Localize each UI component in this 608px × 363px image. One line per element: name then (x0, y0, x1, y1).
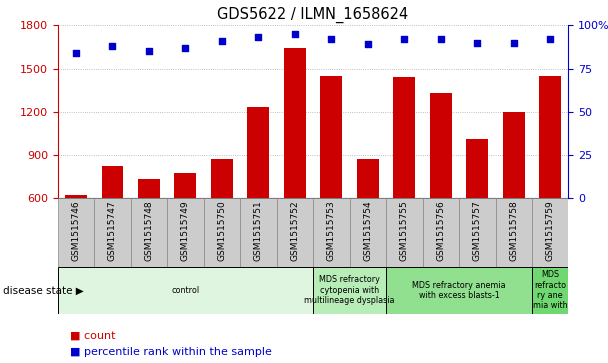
Bar (496, 198, 532, 267)
Bar (539, 76, 561, 198)
Bar (386, 198, 423, 267)
Point (108, 43, 117, 49)
Text: GSM1515749: GSM1515749 (181, 200, 190, 261)
Bar (138, 179, 160, 198)
Bar (386, 267, 532, 314)
Bar (204, 198, 240, 267)
Bar (393, 77, 415, 198)
Bar (240, 198, 277, 267)
Point (399, 36, 409, 42)
Bar (102, 166, 123, 198)
Text: disease state ▶: disease state ▶ (3, 285, 84, 295)
Bar (466, 139, 488, 198)
Bar (503, 111, 525, 198)
Point (472, 40, 482, 45)
Bar (532, 267, 568, 314)
Point (217, 38, 227, 44)
Bar (459, 198, 496, 267)
Bar (58, 198, 94, 267)
Point (363, 41, 373, 47)
Text: ■ percentile rank within the sample: ■ percentile rank within the sample (70, 347, 272, 357)
Bar (58, 267, 313, 314)
Bar (174, 174, 196, 198)
Text: GSM1515750: GSM1515750 (218, 200, 226, 261)
Point (144, 48, 154, 54)
Bar (532, 198, 568, 267)
Bar (211, 159, 233, 198)
Text: GSM1515754: GSM1515754 (364, 200, 372, 261)
Bar (313, 198, 350, 267)
Bar (284, 48, 306, 198)
Bar (167, 198, 204, 267)
Text: GSM1515753: GSM1515753 (327, 200, 336, 261)
Point (290, 31, 300, 37)
Text: GSM1515758: GSM1515758 (510, 200, 518, 261)
Bar (423, 198, 459, 267)
Text: MDS refractory
cytopenia with
multilineage dysplasia: MDS refractory cytopenia with multilinea… (305, 276, 395, 305)
Bar (277, 198, 313, 267)
Point (254, 34, 263, 40)
Text: GSM1515747: GSM1515747 (108, 200, 117, 261)
Title: GDS5622 / ILMN_1658624: GDS5622 / ILMN_1658624 (218, 7, 409, 23)
Text: GSM1515748: GSM1515748 (145, 200, 153, 261)
Text: control: control (171, 286, 199, 295)
Point (71, 50, 81, 56)
Text: GSM1515755: GSM1515755 (400, 200, 409, 261)
Bar (131, 198, 167, 267)
Text: GSM1515759: GSM1515759 (546, 200, 554, 261)
Bar (313, 267, 386, 314)
Text: GSM1515756: GSM1515756 (437, 200, 445, 261)
Point (436, 36, 446, 42)
Bar (320, 76, 342, 198)
Text: MDS
refracto
ry ane
mia with: MDS refracto ry ane mia with (533, 270, 567, 310)
Bar (430, 93, 452, 198)
Text: GSM1515746: GSM1515746 (72, 200, 80, 261)
Point (181, 45, 190, 51)
Bar (94, 198, 131, 267)
Bar (247, 107, 269, 198)
Text: MDS refractory anemia
with excess blasts-1: MDS refractory anemia with excess blasts… (412, 281, 506, 300)
Bar (350, 198, 386, 267)
Bar (65, 195, 87, 198)
Point (326, 36, 336, 42)
Bar (357, 159, 379, 198)
Text: ■ count: ■ count (70, 331, 116, 341)
Text: GSM1515752: GSM1515752 (291, 200, 299, 261)
Point (509, 40, 519, 45)
Point (545, 36, 555, 42)
Text: GSM1515757: GSM1515757 (473, 200, 482, 261)
Text: GSM1515751: GSM1515751 (254, 200, 263, 261)
